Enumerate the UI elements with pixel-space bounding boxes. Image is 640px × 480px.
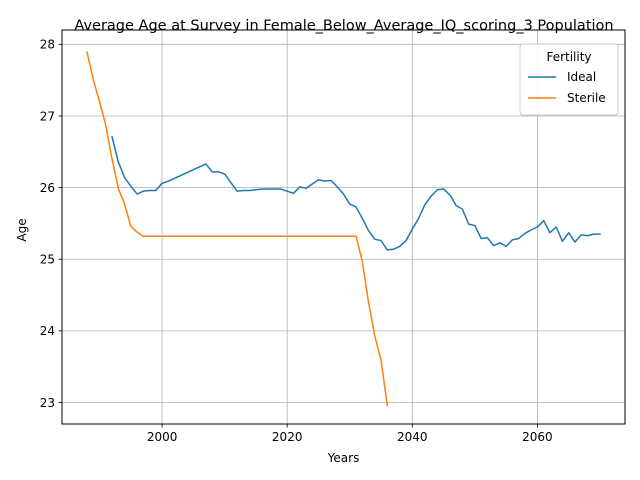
y-tick-label: 26 (40, 181, 55, 195)
series-line-sterile (86, 51, 389, 407)
y-tick-label: 24 (40, 324, 55, 338)
y-tick-label: 25 (40, 253, 55, 267)
chart-title: Average Age at Survey in Female_Below_Av… (74, 18, 613, 34)
plot-area-frame (61, 29, 626, 425)
series-lines (86, 51, 601, 407)
x-tick-label: 2060 (522, 430, 553, 444)
y-tick-label: 27 (40, 109, 55, 123)
x-tick-label: 2020 (272, 430, 303, 444)
y-tick-label: 28 (40, 38, 55, 52)
x-tick-label: 2040 (397, 430, 428, 444)
legend-title: Fertility (546, 50, 591, 64)
legend: Fertility Ideal Sterile (519, 43, 619, 116)
y-axis-label: Age (15, 218, 29, 241)
legend-label-sterile: Sterile (567, 91, 606, 105)
x-tick-label: 2000 (147, 430, 178, 444)
y-tick-label: 23 (40, 396, 55, 410)
axis-ticks: 2000 2020 2040 2060 23 24 25 26 27 28 (40, 38, 553, 444)
x-axis-label: Years (327, 451, 360, 465)
legend-label-ideal: Ideal (567, 70, 596, 84)
series-line-ideal (111, 135, 601, 251)
